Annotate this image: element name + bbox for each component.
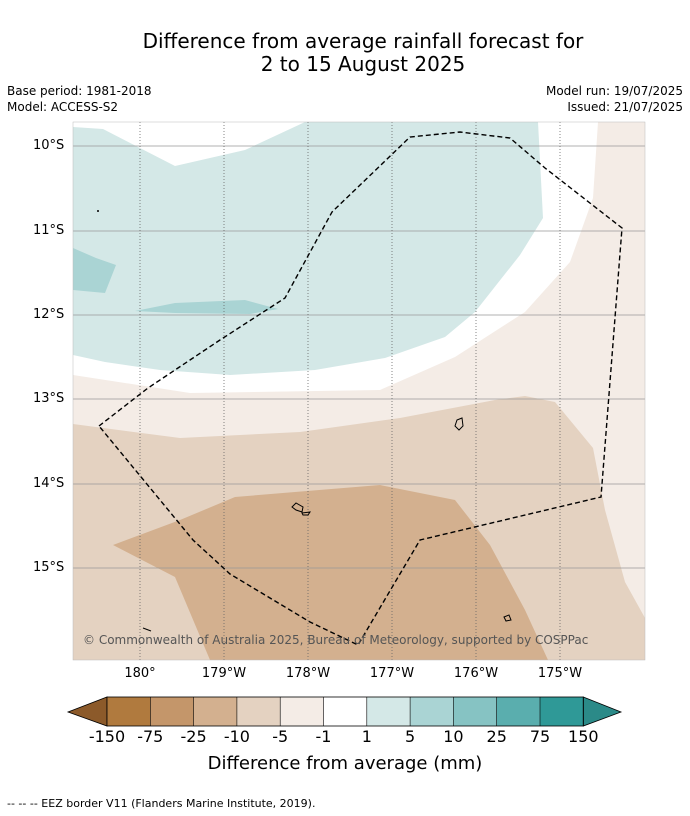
island-wallis	[454, 417, 464, 431]
colorbar-box-4	[236, 697, 281, 726]
colorbar-box-9	[453, 697, 497, 726]
title-line-1: Difference from average rainfall forecas…	[142, 29, 584, 53]
colorbar-label: -10	[223, 727, 250, 746]
lon-label-180: 180°	[124, 666, 156, 681]
colorbar-box-11	[540, 697, 584, 726]
lat-label-11s: 11°S	[33, 223, 65, 238]
eez-legend: -- -- -- EEZ border V11 (Flanders Marine…	[7, 797, 316, 810]
lat-label-12s: 12°S	[33, 307, 65, 322]
base-info: Base period: 1981-2018 Model: ACCESS-S2	[7, 83, 152, 115]
lat-label-15s: 15°S	[33, 560, 65, 575]
colorbar-label: 5	[405, 727, 416, 746]
lon-label-176w: 176°W	[453, 666, 499, 681]
colorbar-box-7	[366, 697, 411, 726]
model-name: Model: ACCESS-S2	[7, 100, 119, 114]
colorbar-box-1	[107, 697, 151, 726]
lon-label-177w: 177°W	[369, 666, 415, 681]
colorbar-extend-high	[582, 696, 623, 727]
colorbar-box-3	[193, 697, 237, 726]
colorbar-label: -1	[315, 727, 332, 746]
colorbar-label: -150	[88, 727, 126, 746]
base-period: Base period: 1981-2018	[7, 84, 152, 98]
title-line-2: 2 to 15 August 2025	[260, 52, 466, 76]
map-area	[73, 122, 645, 660]
colorbar-label: -5	[272, 727, 289, 746]
lon-label-175w: 175°W	[537, 666, 583, 681]
island-futuna	[291, 502, 304, 513]
colorbar-box-10	[496, 697, 540, 726]
island-dot	[97, 210, 99, 212]
island-southwest	[142, 627, 152, 632]
lon-label-179w: 179°W	[201, 666, 247, 681]
lat-label-14s: 14°S	[33, 476, 65, 491]
lat-label-13s: 13°S	[33, 391, 65, 406]
island-alofi	[301, 511, 312, 516]
copyright-notice: © Commonwealth of Australia 2025, Bureau…	[83, 633, 589, 647]
colorbar-title: Difference from average (mm)	[207, 753, 483, 774]
issued-date: Issued: 21/07/2025	[567, 100, 683, 114]
colorbar-box-5	[280, 697, 324, 726]
lat-label-10s: 10°S	[33, 138, 65, 153]
colorbar-label: 75	[529, 727, 551, 746]
rainfall-region-wet-moderate-west	[73, 248, 116, 293]
map-frame	[72, 121, 646, 661]
island-south	[503, 614, 512, 622]
map-title: Difference from average rainfall forecas…	[0, 30, 690, 76]
rainfall-region-wet-moderate-central	[135, 300, 278, 314]
model-run: Model run: 19/07/2025	[545, 84, 683, 98]
rainfall-region-dry-strong	[113, 485, 548, 660]
colorbar	[66, 696, 623, 727]
latitude-gridlines	[73, 145, 645, 569]
colorbar-label: -25	[180, 727, 207, 746]
colorbar-label: 1	[361, 727, 372, 746]
colorbar-label: -75	[137, 727, 164, 746]
colorbar-label: 150	[568, 727, 599, 746]
colorbar-label: 25	[486, 727, 507, 746]
eez-border	[98, 131, 623, 646]
colorbar-box-2	[150, 697, 194, 726]
colorbar-box-6	[323, 697, 367, 726]
colorbar-extend-low	[66, 696, 108, 727]
run-info: Model run: 19/07/2025 Issued: 21/07/2025	[546, 83, 683, 115]
colorbar-box-8	[410, 697, 454, 726]
lon-label-178w: 178°W	[285, 666, 331, 681]
colorbar-label: 10	[443, 727, 464, 746]
